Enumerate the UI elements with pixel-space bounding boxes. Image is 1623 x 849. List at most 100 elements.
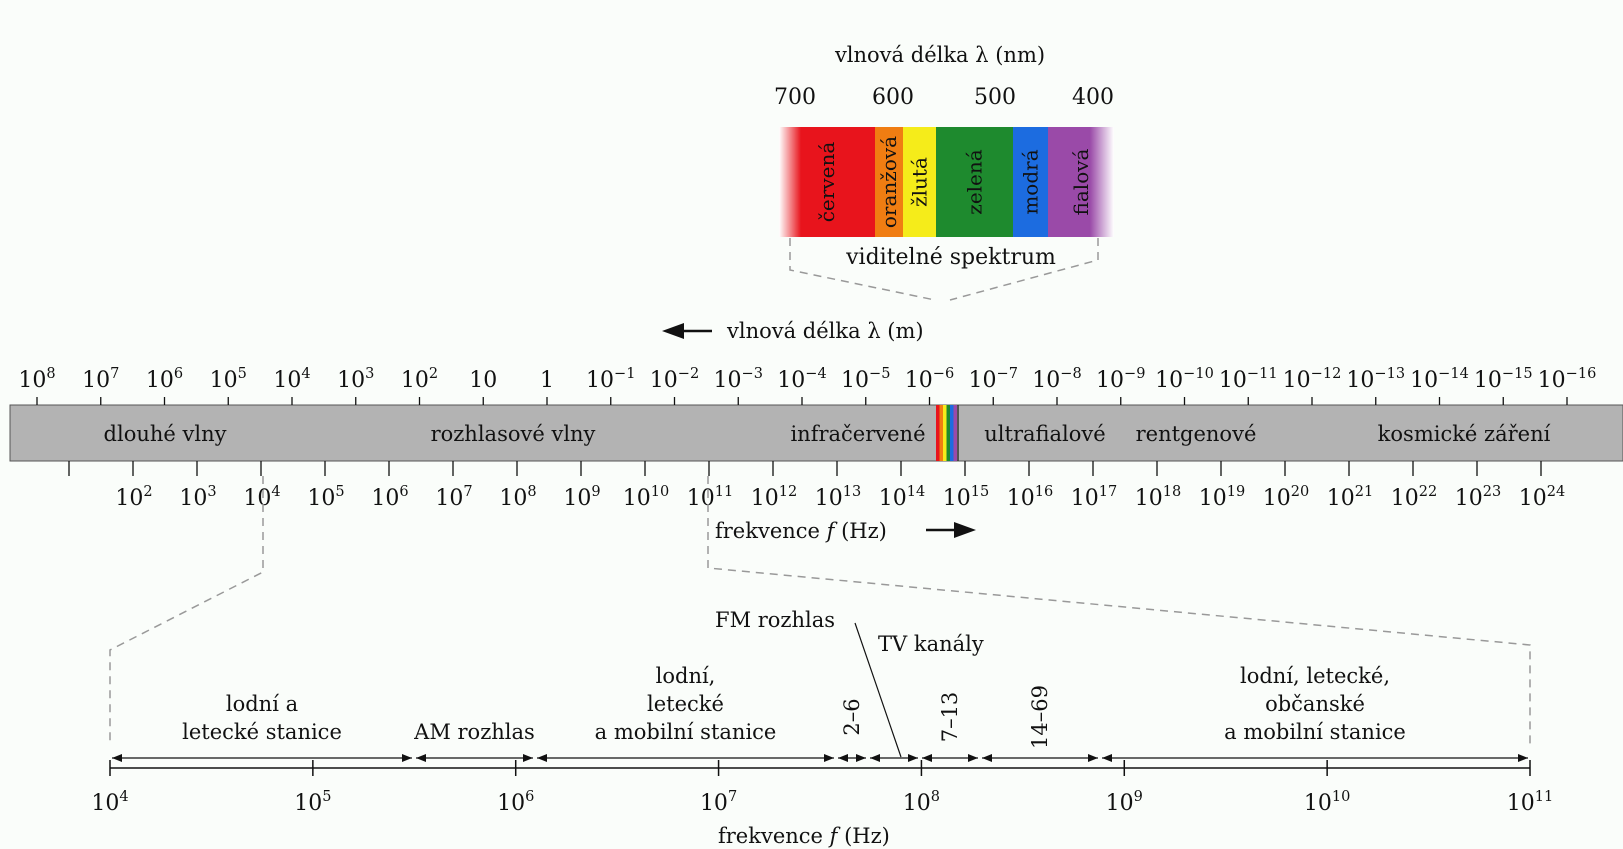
wavelength-tick-label: 10−12 [1283,366,1342,393]
fm-pointer-line [854,622,902,758]
wavelength-tick-label: 10 [469,368,497,393]
segment-arrowhead-left [112,754,122,762]
frequency-axis-label: frekvence f (Hz) [715,519,887,543]
frequency-tick-label: 1020 [1263,484,1309,511]
segment-label-line: a mobilní stanice [1224,720,1406,744]
rainbow-stripe [943,405,947,461]
rainbow-stripe [950,405,954,461]
wavelength-tick-labels: 108 107 106 105 104 103 102 10 1 10−1 10−2 10−3 10−4… [18,366,1596,393]
segment-arrowhead-left [537,754,547,762]
segment-arrowhead-right [824,754,834,762]
wavelength-tick-label: 10−15 [1474,366,1533,393]
visible-fade-right [1090,127,1114,237]
segment-label-line: lodní a [226,692,298,716]
color-band [875,127,903,237]
radio-frequency-label: frekvence f (Hz) [718,824,890,848]
frequency-tick-label: 1012 [751,484,797,511]
segment-arrowhead-left [922,754,932,762]
wavelength-tick-label: 10−9 [1096,366,1145,393]
wavelength-tick-label: 10−8 [1032,366,1081,393]
frequency-tick-label: 1021 [1327,484,1373,511]
fm-label: FM rozhlas [715,608,835,632]
frequency-tick-label: 1011 [687,484,733,511]
visible-axis-title: vlnová délka λ (nm) [834,43,1045,67]
wavelength-tick-label: 10−13 [1346,366,1405,393]
frequency-tick-label: 1010 [623,484,669,511]
frequency-tick-labels: 102 103 104 105 106 107 108 109 1010 1011 1012 1013… [115,484,1565,511]
wavelength-tick-label: 10−16 [1538,366,1597,393]
radio-ticks: 104 105 106 107 108 109 1010 1011 [91,760,1553,816]
color-band [936,127,1013,237]
wavelength-tick-label: 10−10 [1155,366,1214,393]
color-band-label: žlutá [908,157,932,207]
frequency-tick-label: 1014 [879,484,925,511]
segment-arrowhead-left [982,754,992,762]
visible-tick-label: 500 [974,85,1016,110]
radio-tick-label: 1010 [1304,789,1350,816]
visible-tick-label: 400 [1072,85,1114,110]
color-band [1013,127,1048,237]
color-band-label: zelená [963,149,987,214]
wavelength-tick-label: 106 [146,366,183,393]
frequency-tick-label: 106 [371,484,408,511]
wavelength-axis-label: vlnová délka λ (m) [726,319,924,343]
segment-label: 14–69 [1028,685,1052,749]
radio-tick-label: 104 [91,789,128,816]
segment-label-line: letecké [647,692,724,716]
segment-arrowhead-right [402,754,412,762]
visible-fade-left [779,127,801,237]
segment-arrowhead-left [416,754,426,762]
radio-tick-label: 107 [700,789,737,816]
radio-tick-label: 105 [294,789,331,816]
spectrum-bar [9,404,1623,462]
segment-arrowhead-right [1088,754,1098,762]
band-label: rozhlasové vlny [431,422,596,446]
wavelength-tick-label: 10−1 [586,366,635,393]
visible-tick-label: 600 [872,85,914,110]
visible-connector-right [949,238,1099,301]
segment-label-line: lodní, [656,664,716,688]
frequency-tick-label: 1019 [1199,484,1245,511]
rainbow-stripe [953,405,957,461]
band-label: rentgenové [1136,422,1257,446]
color-band-label: červená [815,142,839,223]
frequency-tick-label: 102 [115,484,152,511]
frequency-tick-label: 1013 [815,484,861,511]
right-arrow-icon [954,522,976,538]
color-band [903,127,936,237]
wavelength-tick-label: 102 [401,366,438,393]
visible-spectrum-inset: vlnová délka λ (nm) 700 600 500 400 červená… [774,43,1114,301]
wavelength-tick-label: 104 [273,366,310,393]
wavelength-tick-label: 10−6 [905,366,954,393]
visible-spectrum-caption: viditelné spektrum [845,245,1056,270]
main-spectrum: 108 107 106 105 104 103 102 10 1 10−1 10−2 10−3 10−4… [9,366,1623,543]
segment-arrowhead-left [838,754,848,762]
color-band-label: oranžová [877,136,901,228]
frequency-tick-label: 1018 [1135,484,1181,511]
wavelength-tick-label: 10−5 [841,366,890,393]
segment-label-line: a mobilní stanice [595,720,777,744]
wavelength-tick-label: 10−2 [650,366,699,393]
radio-segments: lodní a letecké stanice AM rozhlas lodní, le… [112,664,1528,762]
segment-arrowhead-left [1102,754,1112,762]
wavelength-tick-label: 10−3 [714,366,763,393]
wavelength-tick-label: 108 [18,366,55,393]
band-label: dlouhé vlny [104,422,227,446]
rainbow-stripe [936,405,940,461]
frequency-tick-label: 1023 [1455,484,1501,511]
wavelength-tick-label: 1 [540,368,554,393]
wavelength-label-group: vlnová délka λ (m) [662,319,924,343]
wavelength-tick-label: 103 [337,366,374,393]
frequency-tick-label: 1017 [1071,484,1117,511]
segment-arrowhead-right [856,754,866,762]
color-band-label: modrá [1019,149,1043,214]
segment-arrowhead-left [870,754,880,762]
frequency-tick-label: 1016 [1007,484,1053,511]
visible-color-bands: červená oranžová žlutá zelená modrá fialová [779,127,1114,237]
left-arrow-icon [662,323,684,339]
radio-tick-label: 106 [497,789,534,816]
segment-label: 2–6 [840,698,864,735]
frequency-tick-label: 103 [179,484,216,511]
